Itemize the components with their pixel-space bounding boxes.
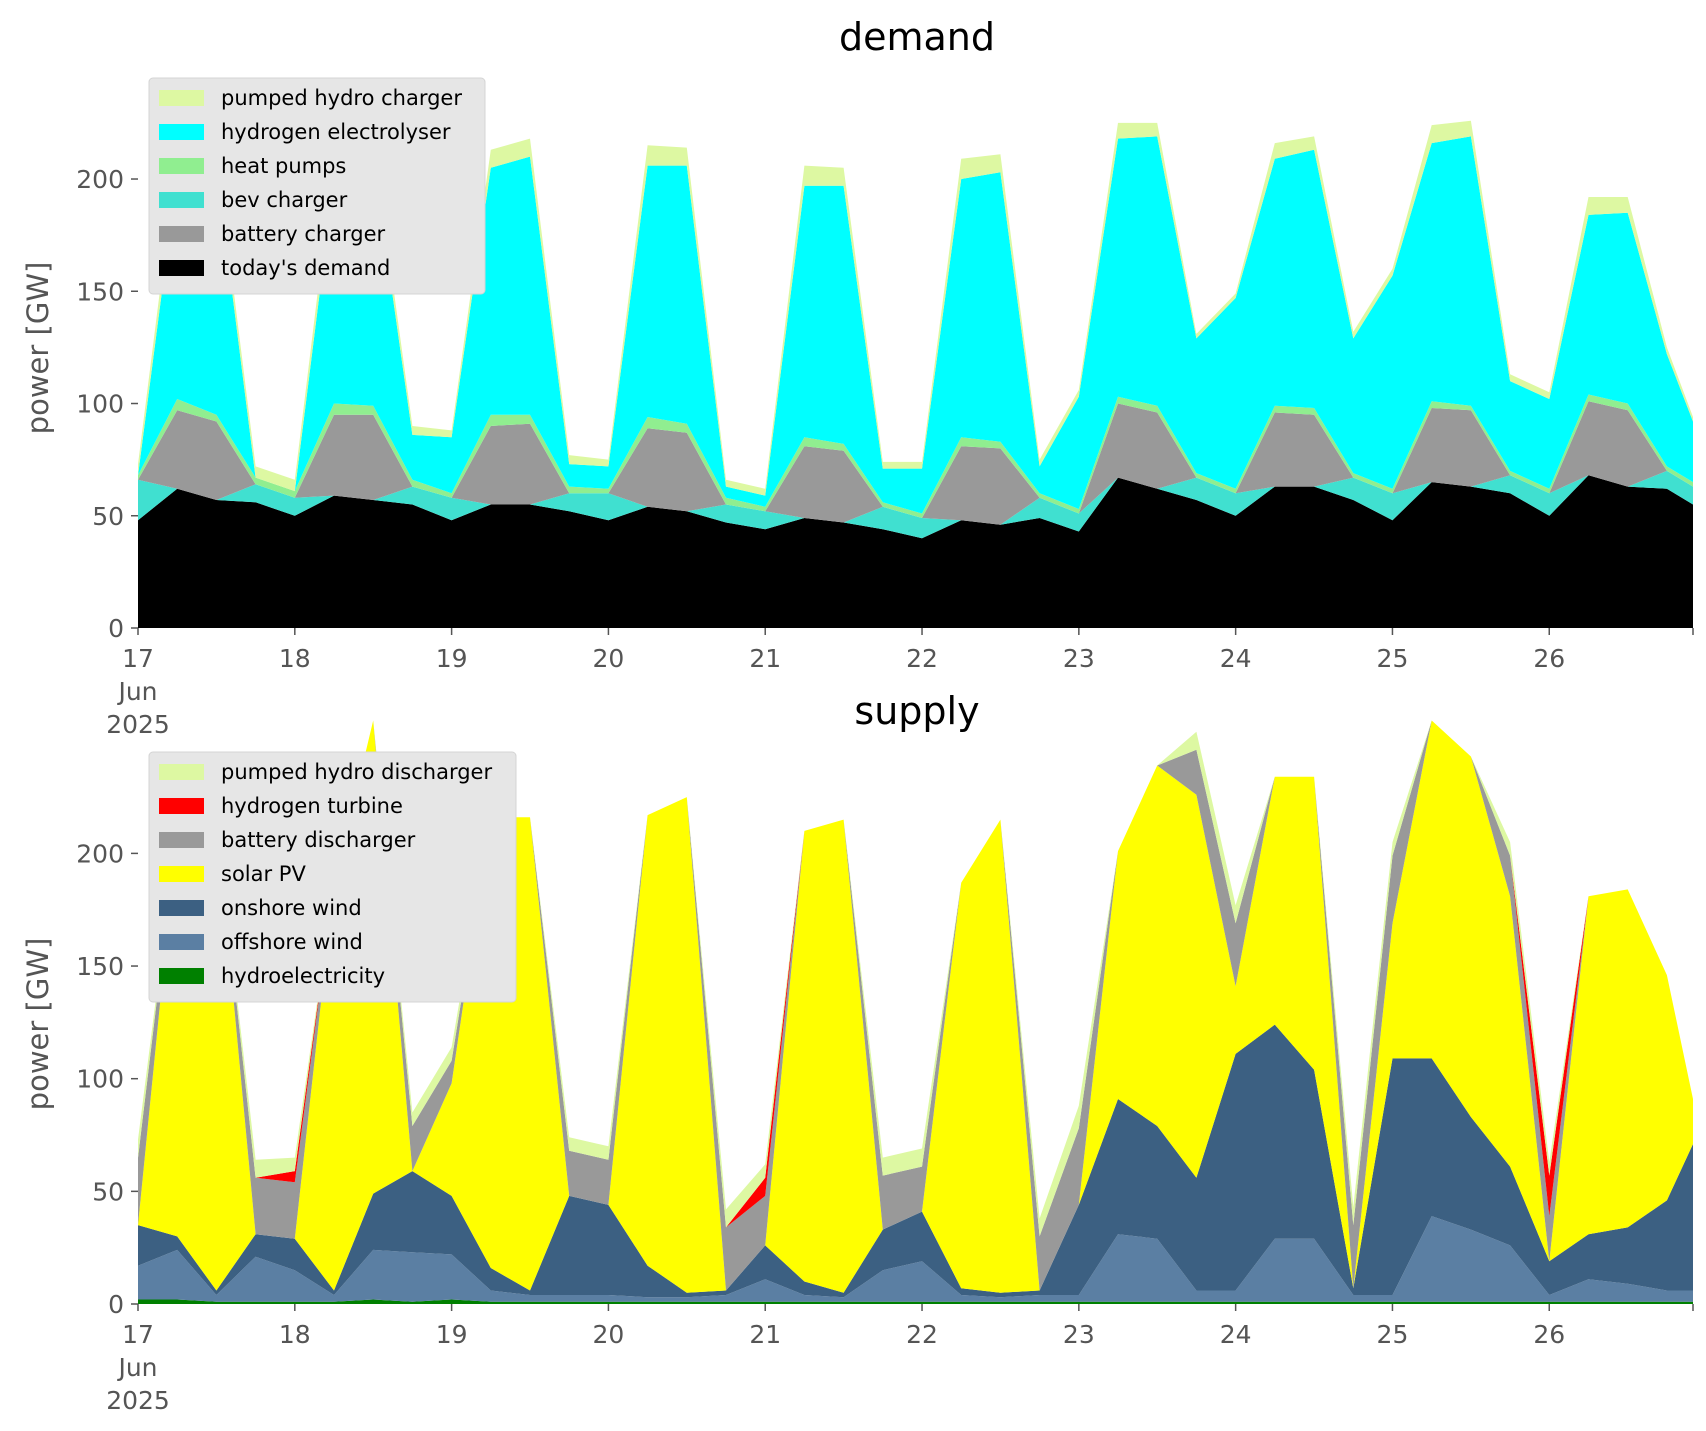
supply-legend-swatch-offshore-wind: [159, 934, 204, 950]
supply-xtick-label: 20: [593, 1320, 625, 1349]
supply-xtick-sublabel: Jun: [116, 1353, 157, 1382]
supply-ytick-label: 100: [76, 1065, 124, 1094]
supply-legend-frame: [148, 751, 517, 1003]
demand-ytick-label: 200: [76, 165, 124, 194]
demand-xtick-sublabel: Jun: [116, 677, 157, 706]
supply-xtick-label: 19: [436, 1320, 468, 1349]
demand-area-layers: [138, 120, 1693, 628]
supply-legend-label-pumped-hydro-discharger: pumped hydro discharger: [221, 760, 492, 784]
demand-legend-label-pumped-hydro-charger: pumped hydro charger: [221, 86, 462, 110]
demand-axes: 0 50 100 150 200 17 18 19 20 21 22 23 24 25 26 Jun 2025: [76, 165, 1694, 739]
supply-legend-label-solar-pv: solar PV: [221, 862, 306, 886]
demand-legend-frame: [148, 77, 486, 295]
demand-ytick-label: 100: [76, 390, 124, 419]
demand-ytick-label: 50: [92, 502, 124, 531]
supply-legend-label-battery-discharger: battery discharger: [221, 828, 416, 852]
supply-xtick-label: 17: [122, 1320, 154, 1349]
demand-ytick-label: 150: [76, 277, 124, 306]
demand-xtick-label: 24: [1220, 644, 1252, 673]
demand-xtick-label: 23: [1063, 644, 1095, 673]
supply-ylabel: power [GW]: [21, 938, 55, 1111]
demand-legend-swatch-pumped-hydro-charger: [159, 90, 204, 106]
demand-xtick-sublabel: 2025: [106, 710, 170, 739]
supply-axes: 0 50 100 150 200 17 18 19 20 21 22 23 24 25 26 Jun 2025: [76, 839, 1694, 1415]
demand-area-hydrogen-electrolyser: [138, 136, 1693, 514]
supply-area-battery-discharger: [138, 720, 1693, 1291]
demand-legend-label-battery-charger: battery charger: [221, 222, 386, 246]
demand-xtick-label: 26: [1533, 644, 1565, 673]
demand-xtick-label: 17: [122, 644, 154, 673]
demand-legend-swatch-bev-charger: [159, 192, 204, 208]
supply-legend-label-hydroelectricity: hydroelectricity: [221, 964, 385, 988]
supply-xtick-label: 22: [906, 1320, 938, 1349]
demand-legend-swatch-hydrogen-electrolyser: [159, 124, 204, 140]
demand-area-today-s-demand: [138, 475, 1693, 628]
demand-xtick-label: 19: [436, 644, 468, 673]
supply-ytick-label: 50: [92, 1177, 124, 1206]
supply-xtick-sublabel: 2025: [106, 1386, 170, 1415]
supply-area-layers: [138, 720, 1693, 1304]
supply-xtick-label: 24: [1220, 1320, 1252, 1349]
demand-legend-label-hydrogen-electrolyser: hydrogen electrolyser: [221, 120, 451, 144]
demand-legend-swatch-battery-charger: [159, 226, 204, 242]
demand-legend-swatch-heat-pumps: [159, 158, 204, 174]
supply-area-offshore-wind: [138, 1216, 1693, 1302]
demand-panel: demand power [GW] 0 50 100 150 200 17 18 19 20 21…: [21, 15, 1694, 739]
supply-legend-swatch-pumped-hydro-discharger: [159, 764, 204, 780]
supply-xtick-label: 18: [279, 1320, 311, 1349]
supply-panel: supply power [GW] 0 50 100 150 200 17 18 19 20 21…: [21, 689, 1694, 1415]
demand-xtick-label: 25: [1377, 644, 1409, 673]
demand-title: demand: [839, 15, 995, 59]
demand-xtick-label: 21: [749, 644, 781, 673]
demand-area-bev-charger: [138, 470, 1693, 539]
supply-ytick-label: 150: [76, 952, 124, 981]
supply-legend-label-onshore-wind: onshore wind: [221, 896, 362, 920]
demand-ylabel: power [GW]: [21, 262, 55, 435]
supply-legend-label-hydrogen-turbine: hydrogen turbine: [221, 794, 403, 818]
supply-title: supply: [854, 689, 979, 733]
supply-xtick-label: 26: [1533, 1320, 1565, 1349]
demand-legend-swatch-today-s-demand: [159, 260, 204, 276]
demand-legend: pumped hydro charger hydrogen electrolyse…: [148, 77, 486, 295]
supply-legend-swatch-solar-pv: [159, 866, 204, 882]
supply-ytick-label: 0: [108, 1290, 124, 1319]
supply-xtick-label: 21: [749, 1320, 781, 1349]
supply-area-solar-pv: [138, 720, 1693, 1293]
demand-area-battery-charger: [138, 401, 1693, 525]
demand-xtick-label: 18: [279, 644, 311, 673]
supply-legend-swatch-hydroelectricity: [159, 968, 204, 984]
supply-legend-swatch-battery-discharger: [159, 832, 204, 848]
supply-ytick-label: 200: [76, 839, 124, 868]
demand-ytick-label: 0: [108, 614, 124, 643]
demand-xtick-label: 20: [593, 644, 625, 673]
demand-legend-label-today-s-demand: today's demand: [221, 256, 390, 280]
demand-legend-label-bev-charger: bev charger: [221, 188, 348, 212]
supply-legend-label-offshore-wind: offshore wind: [221, 930, 363, 954]
demand-xtick-label: 22: [906, 644, 938, 673]
supply-legend: pumped hydro discharger hydrogen turbine b…: [148, 751, 517, 1003]
supply-xtick-label: 23: [1063, 1320, 1095, 1349]
supply-area-onshore-wind: [138, 1024, 1693, 1298]
supply-legend-swatch-hydrogen-turbine: [159, 798, 204, 814]
supply-legend-swatch-onshore-wind: [159, 900, 204, 916]
supply-xtick-label: 25: [1377, 1320, 1409, 1349]
demand-legend-label-heat-pumps: heat pumps: [221, 154, 346, 178]
supply-area-hydroelectricity: [138, 1299, 1693, 1304]
